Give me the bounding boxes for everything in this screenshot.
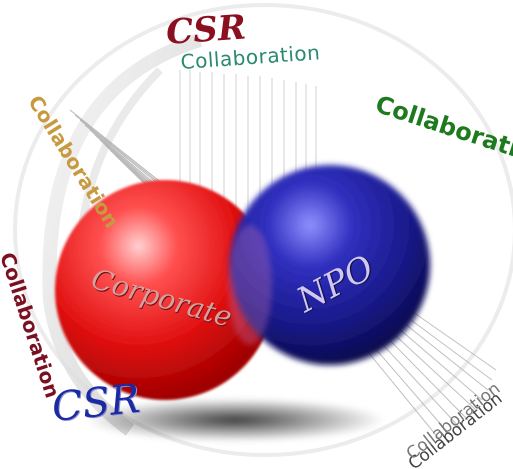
csr-top-label: CSR [164,7,248,53]
corporate-sphere [55,180,275,400]
npo-sphere [230,165,430,365]
ground-shadow [85,398,385,442]
outer-ring [13,3,513,457]
overlap-glow [228,225,272,345]
grey-arc [42,33,203,436]
csr-bottom-label: CSR [49,375,143,431]
